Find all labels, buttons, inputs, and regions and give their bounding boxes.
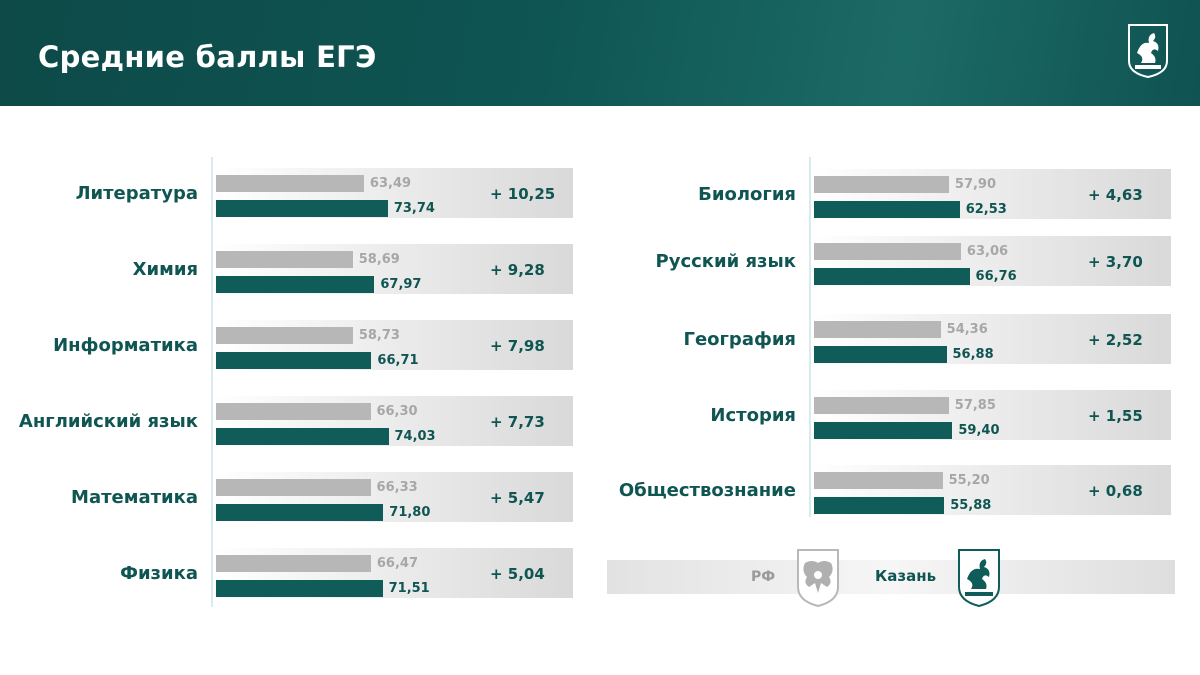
subject-label: Литература	[75, 183, 198, 204]
legend-kazan-label: Казань	[875, 567, 937, 585]
subject-label: География	[683, 329, 796, 350]
russia-coat-of-arms-icon	[797, 549, 839, 608]
subject-label: Химия	[132, 259, 198, 280]
bar-rf	[216, 327, 353, 344]
bar-rf	[814, 472, 943, 489]
subject-label: Информатика	[53, 335, 198, 356]
page-title: Средние баллы ЕГЭ	[38, 40, 377, 74]
bar-kazan	[216, 200, 388, 217]
subject-label: Обществознание	[618, 480, 796, 501]
bar-rf	[814, 243, 961, 260]
difference-label: + 10,25	[490, 185, 556, 203]
value-label-kazan: 71,51	[388, 581, 430, 596]
bar-rf	[814, 321, 941, 338]
value-label-kazan: 67,97	[380, 277, 422, 292]
bar-rf	[814, 176, 949, 193]
difference-label: + 7,98	[490, 337, 545, 355]
legend: РФ Казань	[607, 549, 1175, 608]
subject-label: Физика	[120, 563, 198, 584]
value-label-kazan: 66,76	[975, 269, 1017, 284]
value-label-kazan: 73,74	[393, 201, 435, 216]
bar-kazan	[814, 268, 970, 285]
difference-label: + 5,47	[490, 489, 545, 507]
bar-kazan	[814, 346, 947, 363]
difference-label: + 5,04	[490, 565, 545, 583]
kazan-coat-of-arms-icon	[1128, 24, 1168, 79]
value-label-kazan: 55,88	[950, 498, 992, 513]
difference-label: + 7,73	[490, 413, 545, 431]
difference-label: + 1,55	[1088, 407, 1143, 425]
bar-kazan	[216, 276, 375, 293]
value-label-rf: 57,90	[954, 177, 997, 192]
value-label-rf: 58,73	[358, 328, 400, 343]
bar-rf	[814, 397, 949, 414]
difference-label: + 4,63	[1088, 186, 1143, 204]
value-label-kazan: 74,03	[394, 429, 436, 444]
value-label-kazan: 62,53	[965, 202, 1007, 217]
value-label-rf: 58,69	[358, 252, 400, 267]
value-label-rf: 55,20	[948, 473, 990, 488]
legend-rf-label: РФ	[751, 569, 776, 585]
value-label-rf: 66,47	[376, 556, 418, 571]
value-label-rf: 63,06	[966, 244, 1009, 259]
bar-kazan	[216, 352, 372, 369]
bar-kazan	[814, 422, 953, 439]
value-label-rf: 66,30	[376, 404, 418, 419]
subject-label: Биология	[698, 184, 796, 205]
bar-rf	[216, 175, 364, 192]
value-label-rf: 57,85	[954, 398, 996, 413]
difference-label: + 3,70	[1088, 253, 1143, 271]
difference-label: + 0,68	[1088, 482, 1143, 500]
difference-label: + 2,52	[1088, 331, 1143, 349]
bar-rf	[216, 403, 371, 420]
header-banner: Средние баллы ЕГЭ	[0, 0, 1200, 106]
bar-rf	[216, 555, 371, 572]
value-label-rf: 66,33	[376, 480, 418, 495]
bar-kazan	[814, 201, 960, 218]
bar-rf	[216, 479, 371, 496]
value-label-kazan: 71,80	[389, 505, 431, 520]
bar-kazan	[814, 497, 945, 514]
left-column-divider	[211, 157, 213, 607]
value-label-rf: 54,36	[946, 322, 988, 337]
bar-kazan	[216, 504, 384, 521]
subject-label: Русский язык	[655, 251, 796, 272]
bar-rf	[216, 251, 353, 268]
value-label-kazan: 59,40	[958, 423, 1000, 438]
value-label-rf: 63,49	[369, 176, 412, 191]
right-column-divider	[809, 157, 811, 517]
subject-label: Математика	[71, 487, 198, 508]
subject-label: История	[710, 405, 796, 426]
value-label-kazan: 56,88	[952, 347, 994, 362]
subject-label: Английский язык	[18, 411, 198, 432]
difference-label: + 9,28	[490, 261, 545, 279]
bar-kazan	[216, 580, 383, 597]
kazan-coat-of-arms-icon	[958, 549, 1000, 608]
bar-kazan	[216, 428, 389, 445]
value-label-kazan: 66,71	[377, 353, 419, 368]
